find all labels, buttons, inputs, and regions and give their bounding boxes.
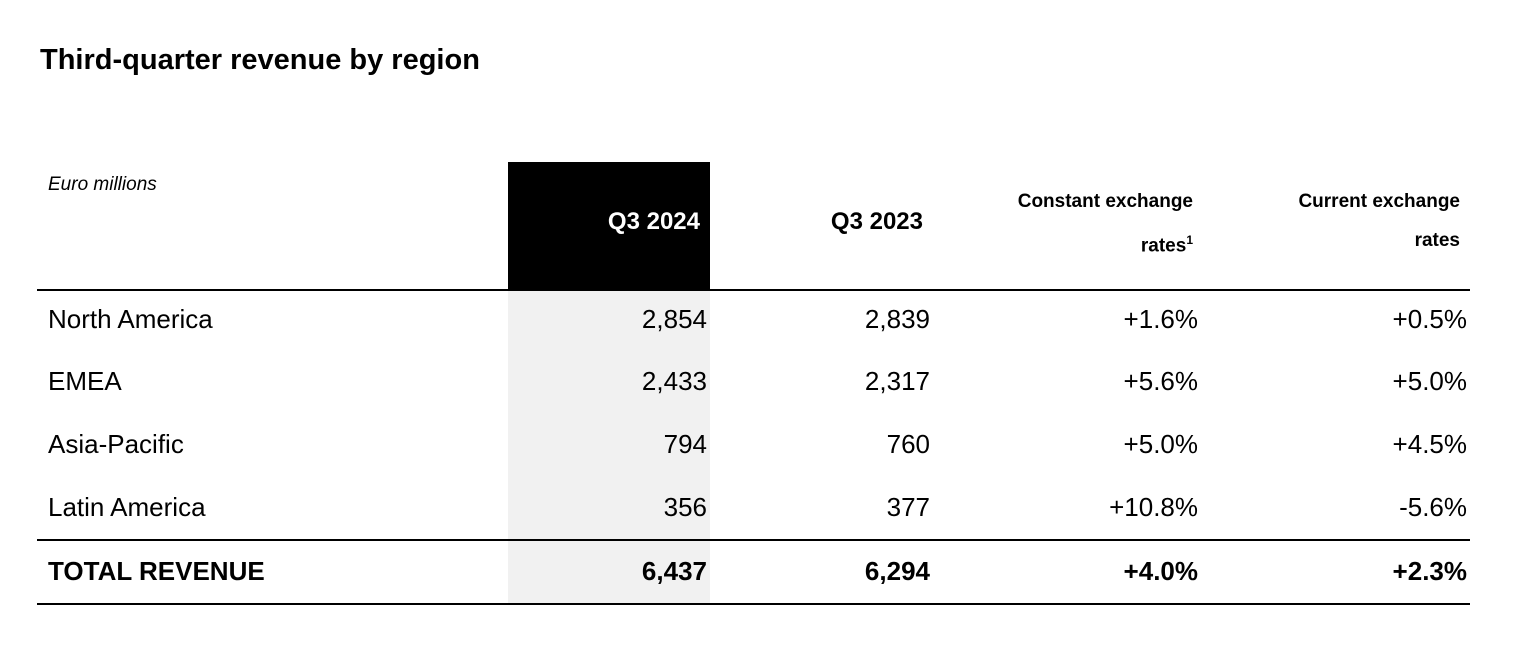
title: Third-quarter revenue by region bbox=[40, 44, 480, 76]
cell: -5.6% bbox=[1399, 492, 1467, 522]
column-shade bbox=[508, 290, 710, 604]
footnote-marker: 1 bbox=[1186, 233, 1193, 247]
row-label: EMEA bbox=[48, 366, 122, 396]
cell: +4.5% bbox=[1392, 429, 1467, 459]
rule bbox=[37, 603, 1470, 605]
total-cell: +4.0% bbox=[1123, 556, 1198, 586]
cell: +5.0% bbox=[1392, 366, 1467, 396]
cell: +5.0% bbox=[1123, 429, 1198, 459]
cell: +10.8% bbox=[1109, 492, 1198, 522]
column-header: Q3 2024 bbox=[607, 208, 700, 235]
cell: 2,839 bbox=[864, 304, 930, 334]
unit-label: Euro millions bbox=[48, 174, 157, 195]
cell: +1.6% bbox=[1123, 304, 1198, 334]
total-cell: 6,437 bbox=[641, 556, 707, 586]
cell: 377 bbox=[886, 492, 930, 522]
cell: 794 bbox=[663, 429, 707, 459]
column-header: Q3 2023 bbox=[830, 208, 923, 235]
cell: 356 bbox=[663, 492, 707, 522]
row-label: Latin America bbox=[48, 492, 206, 522]
cell: 2,854 bbox=[641, 304, 707, 334]
total-label: TOTAL REVENUE bbox=[48, 556, 265, 586]
cell: 2,433 bbox=[641, 366, 707, 396]
column-header: Constant exchange rates1 bbox=[1013, 182, 1193, 265]
row-label: Asia-Pacific bbox=[48, 429, 184, 459]
column-header: Current exchange rates bbox=[1298, 191, 1460, 251]
rule bbox=[37, 289, 1470, 291]
total-cell: 6,294 bbox=[864, 556, 930, 586]
header-highlight bbox=[508, 162, 710, 290]
cell: +0.5% bbox=[1392, 304, 1467, 334]
total-cell: +2.3% bbox=[1392, 556, 1467, 586]
cell: +5.6% bbox=[1123, 366, 1198, 396]
header-text: Constant exchange rates bbox=[1017, 191, 1193, 257]
cell: 760 bbox=[886, 429, 930, 459]
rule bbox=[37, 539, 1470, 541]
row-label: North America bbox=[48, 304, 213, 334]
cell: 2,317 bbox=[864, 366, 930, 396]
